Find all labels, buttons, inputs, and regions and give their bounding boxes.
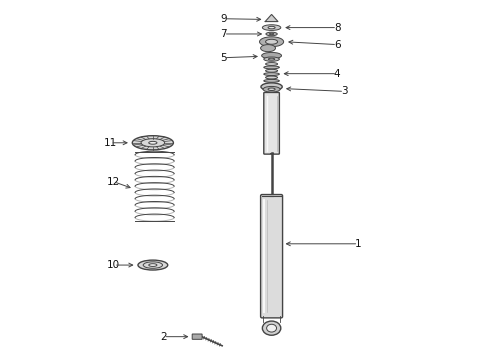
- Text: 9: 9: [220, 14, 227, 24]
- Ellipse shape: [261, 45, 275, 52]
- Ellipse shape: [266, 39, 278, 44]
- Ellipse shape: [263, 86, 280, 92]
- Text: 12: 12: [107, 177, 121, 187]
- Text: 4: 4: [334, 69, 341, 79]
- Text: 5: 5: [220, 53, 227, 63]
- Ellipse shape: [149, 264, 157, 266]
- Ellipse shape: [261, 83, 282, 91]
- Text: 6: 6: [334, 40, 341, 50]
- Ellipse shape: [267, 324, 276, 332]
- Ellipse shape: [264, 66, 279, 69]
- Text: 7: 7: [220, 29, 227, 39]
- Ellipse shape: [264, 80, 279, 82]
- Text: 11: 11: [104, 138, 117, 148]
- Text: 3: 3: [341, 86, 347, 96]
- Ellipse shape: [149, 141, 157, 144]
- Ellipse shape: [266, 76, 278, 79]
- Ellipse shape: [264, 73, 279, 76]
- Ellipse shape: [268, 26, 275, 29]
- Ellipse shape: [266, 32, 277, 36]
- Ellipse shape: [264, 57, 279, 61]
- Ellipse shape: [262, 53, 282, 59]
- Text: 1: 1: [355, 239, 362, 249]
- Text: 8: 8: [334, 23, 341, 33]
- Text: 2: 2: [160, 332, 167, 342]
- Ellipse shape: [269, 58, 275, 60]
- Ellipse shape: [260, 37, 284, 47]
- Ellipse shape: [266, 63, 278, 66]
- Ellipse shape: [262, 321, 281, 335]
- Text: 10: 10: [107, 260, 121, 270]
- Polygon shape: [265, 14, 278, 22]
- Ellipse shape: [132, 136, 173, 150]
- Ellipse shape: [270, 33, 274, 35]
- FancyBboxPatch shape: [264, 93, 279, 154]
- Ellipse shape: [138, 260, 168, 270]
- Ellipse shape: [266, 69, 278, 72]
- Ellipse shape: [262, 25, 281, 31]
- Ellipse shape: [268, 88, 275, 90]
- FancyBboxPatch shape: [192, 334, 202, 339]
- FancyBboxPatch shape: [261, 194, 283, 318]
